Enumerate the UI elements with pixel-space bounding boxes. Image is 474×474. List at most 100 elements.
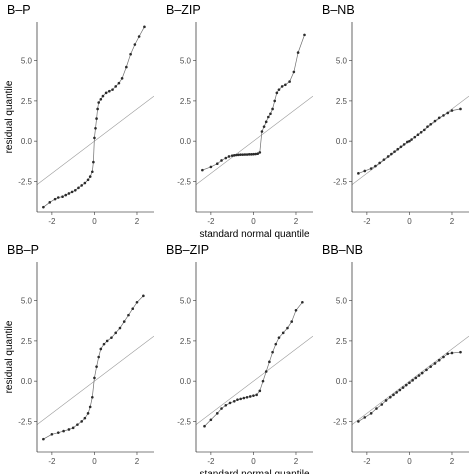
data-point [277, 336, 281, 339]
data-point [133, 43, 137, 46]
data-point [268, 360, 271, 364]
data-point [281, 331, 285, 335]
data-point [96, 107, 99, 111]
data-point [363, 416, 367, 419]
data-point [120, 77, 124, 80]
data-point [277, 88, 281, 91]
data-point [62, 429, 65, 433]
data-point [241, 153, 245, 156]
data-point [125, 65, 128, 69]
y-tick-label: 2.5 [336, 97, 348, 106]
x-tick-label: 0 [92, 217, 97, 226]
data-point [101, 94, 105, 98]
data-point [247, 153, 251, 156]
data-point [414, 376, 418, 380]
y-tick-label: -2.5 [177, 177, 191, 186]
data-point [413, 135, 417, 139]
panel-title: B–NB [322, 3, 355, 17]
data-point [260, 130, 264, 133]
data-point [357, 420, 360, 423]
data-point [77, 186, 80, 190]
data-point [228, 401, 232, 405]
data-point [67, 192, 71, 195]
series-line [204, 302, 303, 427]
data-point [248, 395, 252, 398]
data-point [399, 145, 403, 149]
data-point [102, 342, 106, 346]
reference-line [37, 95, 154, 185]
data-point [363, 169, 367, 173]
data-point [203, 424, 206, 428]
data-point [117, 81, 121, 85]
data-point [264, 370, 268, 373]
y-tick-label: 5.0 [180, 57, 192, 66]
data-point [267, 115, 270, 119]
y-tick-label: 2.5 [180, 97, 192, 106]
data-point [80, 420, 83, 423]
data-point [235, 153, 238, 157]
y-tick-label: 5.0 [336, 297, 348, 306]
x-tick-label: 2 [450, 457, 455, 466]
data-point [271, 350, 274, 354]
data-point [296, 51, 300, 54]
data-point [88, 175, 92, 178]
data-point [416, 133, 420, 137]
data-point [429, 122, 433, 126]
panel-2: B–ZIP -2.5 0.0 2.5 5.0 -2 0 2 standard normal qu… [166, 3, 313, 240]
data-point [92, 160, 95, 164]
data-point [97, 355, 100, 359]
panel-title: B–P [7, 3, 31, 17]
y-tick-label: 0.0 [180, 377, 192, 386]
y-tick-label: -2.5 [333, 417, 347, 426]
data-point [80, 184, 83, 187]
panel-title: BB–P [7, 243, 39, 257]
data-point [254, 152, 257, 156]
data-point [236, 398, 239, 401]
data-point [380, 403, 384, 406]
data-point [95, 365, 98, 368]
data-point [93, 376, 96, 380]
data-point [258, 389, 262, 393]
data-point [91, 395, 94, 399]
data-point [288, 80, 291, 83]
data-point [224, 156, 228, 160]
data-point [111, 88, 114, 91]
data-point [209, 165, 213, 169]
data-point [303, 33, 306, 37]
data-point [137, 35, 141, 38]
panel-title: BB–NB [322, 243, 363, 257]
x-tick-label: -2 [207, 457, 215, 466]
reference-line [196, 95, 313, 185]
data-point [273, 99, 277, 103]
data-point [215, 162, 219, 165]
data-point [388, 395, 392, 399]
data-point [410, 138, 413, 141]
data-point [419, 130, 423, 134]
y-tick-label: -2.5 [333, 177, 347, 186]
data-point [71, 426, 75, 430]
data-point [56, 196, 60, 199]
data-point [97, 101, 100, 104]
x-tick-label: 2 [135, 217, 140, 226]
x-tick-label: -2 [48, 217, 56, 226]
data-point [129, 52, 132, 56]
data-point [255, 393, 258, 397]
y-tick-label: 0.0 [336, 377, 348, 386]
data-point [220, 407, 223, 410]
panel-4: BB–P -2.5 0.0 2.5 5.0 -2 0 2 residual quantile [4, 243, 154, 466]
data-point [76, 423, 79, 426]
data-point [378, 161, 381, 165]
data-point [369, 167, 373, 170]
y-tick-label: 2.5 [21, 337, 33, 346]
panel-5: BB–ZIP -2.5 0.0 2.5 5.0 -2 0 2 standard normal q… [166, 243, 313, 474]
y-tick-label: 5.0 [336, 57, 348, 66]
data-point [131, 307, 135, 310]
data-point [433, 362, 437, 365]
data-point [73, 188, 77, 192]
x-tick-label: 2 [450, 217, 455, 226]
reference-line [352, 335, 469, 425]
data-point [237, 153, 240, 157]
x-tick-label: 0 [407, 457, 412, 466]
panel-3: B–NB -2.5 0.0 2.5 5.0 -2 0 2 [322, 3, 469, 226]
